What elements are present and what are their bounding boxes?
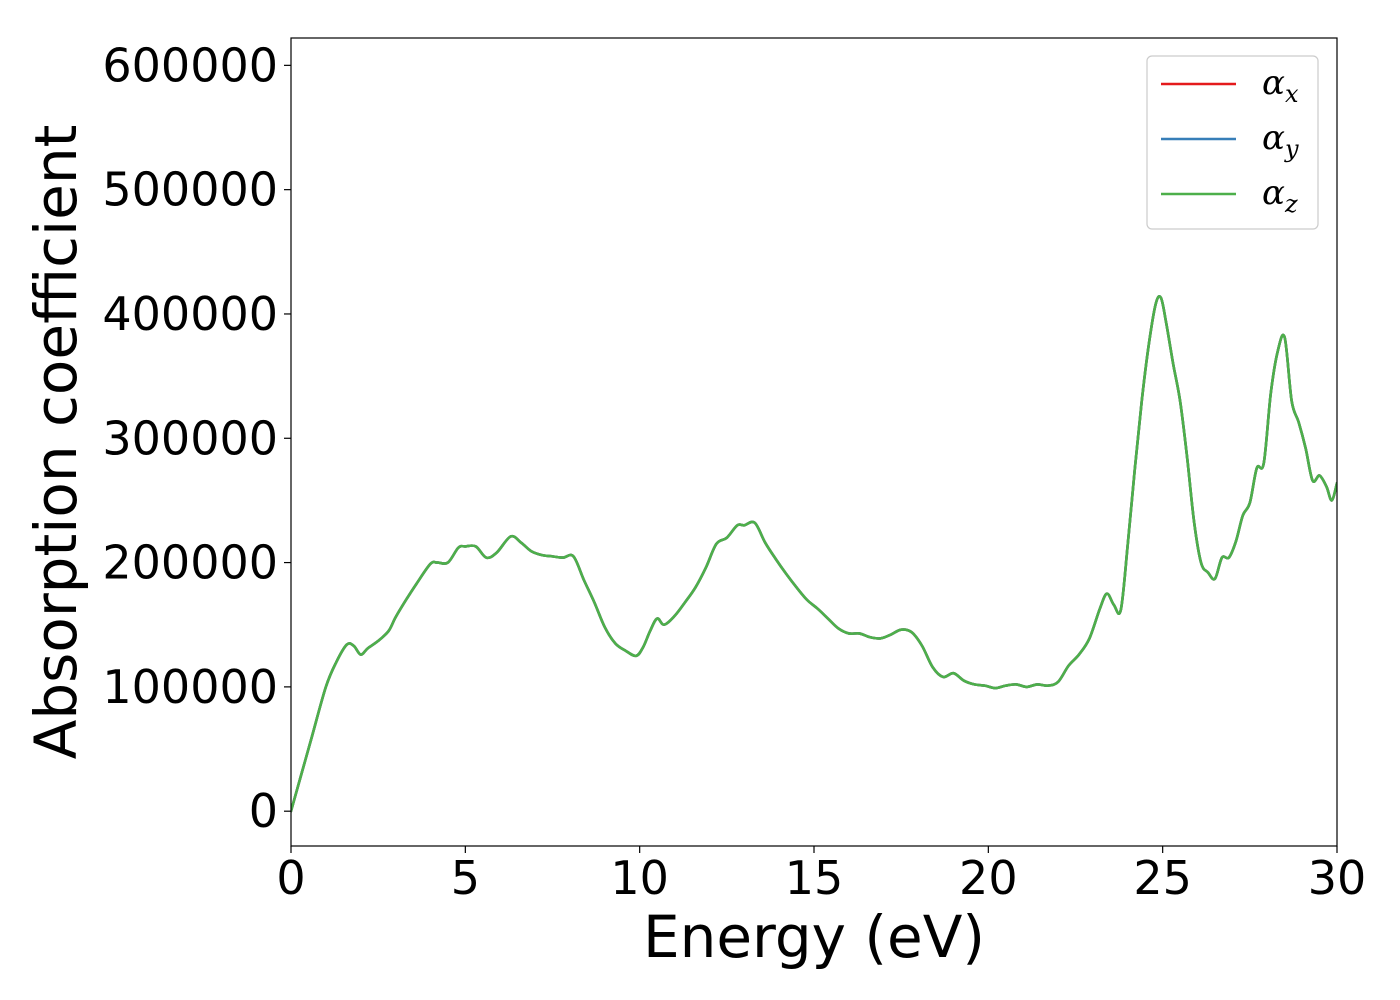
- y-tick-label: 100000: [102, 660, 278, 714]
- legend: αx αy αz: [1146, 55, 1319, 230]
- y-axis: 0 100000 200000 300000 400000 500000 600000: [102, 38, 291, 838]
- x-tick-label: 0: [276, 851, 305, 905]
- x-tick-label: 20: [959, 851, 1018, 905]
- y-tick-label: 400000: [102, 287, 278, 341]
- series-layer: [291, 295, 1337, 813]
- x-tick-label: 15: [785, 851, 844, 905]
- x-tick-label: 25: [1133, 851, 1192, 905]
- x-tick-label: 5: [451, 851, 480, 905]
- legend-label-y: αy: [1262, 118, 1299, 163]
- y-tick-label: 0: [249, 784, 278, 838]
- legend-box: [1146, 55, 1319, 230]
- x-axis-label: Energy (eV): [643, 903, 985, 971]
- x-tick-label: 10: [610, 851, 669, 905]
- legend-label-x: αx: [1262, 63, 1299, 108]
- series-line-3: [291, 295, 1337, 813]
- y-tick-label: 500000: [102, 163, 278, 217]
- legend-label-z: αz: [1262, 173, 1298, 218]
- y-axis-label: Absorption coefficient: [22, 125, 90, 760]
- x-axis: 0 5 10 15 20 25 30: [276, 846, 1366, 905]
- y-tick-label: 600000: [102, 38, 278, 92]
- y-tick-label: 300000: [102, 411, 278, 465]
- y-tick-label: 200000: [102, 536, 278, 590]
- x-tick-label: 30: [1308, 851, 1367, 905]
